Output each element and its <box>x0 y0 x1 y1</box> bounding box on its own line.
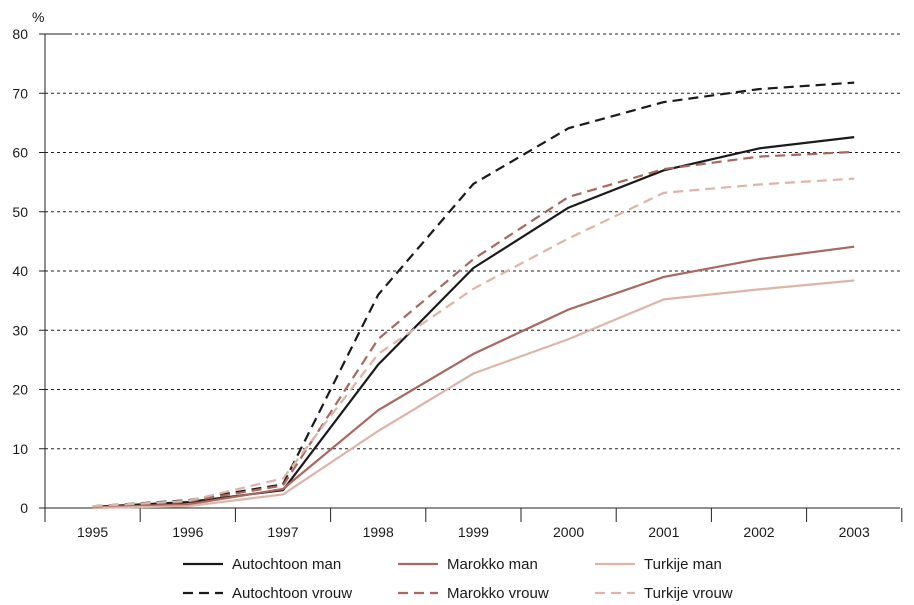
legend-label: Turkije man <box>644 556 722 573</box>
legend-label: Autochtoon man <box>232 556 341 573</box>
series-line-turkije-man <box>92 279 855 510</box>
legend-label: Turkije vrouw <box>644 585 733 602</box>
y-tick-label: 70 <box>12 85 28 101</box>
y-axis-unit-label: % <box>32 9 44 25</box>
legend-item-autochtoon-man: Autochtoon man <box>183 556 341 573</box>
x-tick-label: 1999 <box>458 524 489 540</box>
y-tick-label: 50 <box>12 204 28 220</box>
x-tick-label: 1995 <box>77 524 108 540</box>
x-tick-label: 1997 <box>267 524 298 540</box>
y-tick-label: 10 <box>12 441 28 457</box>
x-tick-label: 2000 <box>553 524 584 540</box>
y-tick-label: 60 <box>12 145 28 161</box>
series-lines <box>92 81 855 510</box>
legend: Autochtoon man Marokko man Turkije man Auto… <box>183 556 733 602</box>
y-tick-label: 30 <box>12 322 28 338</box>
y-tick-label: 20 <box>12 382 28 398</box>
legend-label: Marokko vrouw <box>447 585 549 602</box>
series-line-marokko-vrouw <box>92 150 855 508</box>
legend-item-turkije-vrouw: Turkije vrouw <box>595 585 733 602</box>
legend-item-turkije-man: Turkije man <box>595 556 722 573</box>
series-line-turkije-vrouw <box>92 177 855 508</box>
y-tick-label: 80 <box>12 26 28 42</box>
y-tick-label: 40 <box>12 263 28 279</box>
series-line-marokko-man <box>92 245 855 509</box>
x-tick-label: 2003 <box>839 524 870 540</box>
series-line-autochtoon-vrouw <box>92 81 855 508</box>
series-line-autochtoon-man <box>92 136 855 508</box>
y-tick-label: 0 <box>20 500 28 516</box>
legend-item-autochtoon-vrouw: Autochtoon vrouw <box>183 585 352 602</box>
legend-label: Marokko man <box>447 556 538 573</box>
x-tick-label: 1998 <box>363 524 394 540</box>
legend-item-marokko-man: Marokko man <box>398 556 538 573</box>
x-tick-label: 1996 <box>172 524 203 540</box>
axes: 0 10 20 30 40 50 60 70 80% 1995 1996 1997 1998 1999 20… <box>12 9 903 540</box>
x-tick-label: 2002 <box>743 524 774 540</box>
gridlines <box>45 33 900 450</box>
legend-label: Autochtoon vrouw <box>232 585 352 602</box>
legend-item-marokko-vrouw: Marokko vrouw <box>398 585 549 602</box>
x-tick-label: 2001 <box>648 524 679 540</box>
